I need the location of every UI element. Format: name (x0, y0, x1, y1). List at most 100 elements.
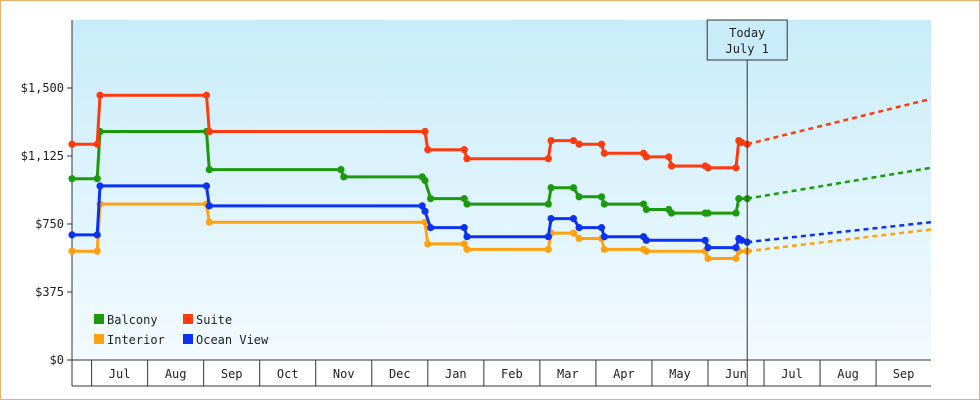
data-point (421, 176, 429, 185)
x-tick-label: Sep (893, 367, 915, 381)
data-point (569, 214, 578, 223)
data-point (205, 218, 213, 226)
today-label: Today (729, 26, 765, 40)
x-tick-label: Mar (557, 367, 579, 381)
data-point (463, 245, 471, 253)
y-tick-label: $1,125 (21, 149, 64, 163)
data-point (642, 247, 650, 255)
series-forecast-line (746, 97, 932, 146)
data-point (704, 164, 712, 172)
data-point (575, 140, 583, 148)
series-forecast-line (747, 228, 932, 253)
plot-area (72, 20, 931, 360)
data-point (575, 224, 583, 232)
data-point (460, 224, 468, 232)
data-point (205, 202, 213, 210)
data-point (547, 136, 555, 145)
data-point (337, 166, 345, 174)
data-point (575, 193, 583, 201)
legend-entry: Ocean View (196, 333, 269, 347)
data-point (544, 233, 552, 241)
today-date: July 1 (726, 42, 769, 56)
data-point (600, 200, 608, 208)
data-point (704, 209, 712, 217)
legend-entry: Interior (107, 333, 165, 347)
data-point (547, 214, 555, 223)
x-tick-label: Sep (221, 367, 243, 381)
x-tick-label: Oct (277, 367, 299, 381)
data-point (418, 202, 426, 210)
x-tick-label: Jun (725, 367, 747, 381)
data-point (544, 200, 552, 208)
data-point (544, 245, 552, 253)
data-point (600, 149, 608, 157)
data-point (68, 175, 76, 183)
data-point (642, 153, 650, 161)
data-point (544, 155, 552, 163)
x-tick-label: Aug (165, 367, 187, 381)
data-point (597, 140, 606, 148)
data-point (732, 243, 740, 252)
data-point (93, 231, 101, 239)
legend-swatch (94, 334, 104, 344)
data-point (424, 240, 432, 248)
data-point (205, 127, 213, 136)
y-tick-label: $0 (50, 353, 64, 367)
data-point (575, 234, 583, 243)
data-point (460, 146, 468, 154)
data-point (421, 207, 429, 215)
data-point (463, 200, 471, 208)
data-point (738, 138, 746, 146)
data-point (96, 182, 104, 190)
data-point (600, 245, 608, 253)
data-point (600, 233, 608, 241)
data-point (667, 162, 676, 170)
data-point (460, 240, 468, 248)
data-point (569, 229, 578, 237)
data-point (93, 175, 101, 183)
data-point (202, 91, 211, 99)
data-point (421, 127, 429, 136)
data-point (704, 254, 712, 263)
x-tick-label: Nov (333, 367, 355, 381)
data-point (427, 195, 435, 203)
legend-swatch (183, 334, 193, 344)
data-point (732, 209, 740, 217)
data-point (205, 166, 213, 174)
axes: $0 $375 $750 $1,125 $1,500 Jul Aug Sep Oct Nov Dec… (21, 20, 931, 387)
data-point (93, 140, 101, 148)
today-box (706, 19, 788, 61)
x-tick-label: Feb (501, 367, 523, 381)
data-point (460, 195, 468, 203)
x-tick-label: Jul (781, 367, 803, 381)
x-tick-label: Aug (837, 367, 859, 381)
x-tick-label: Apr (613, 367, 635, 381)
data-point (642, 236, 650, 244)
data-point (93, 247, 101, 255)
data-point (569, 136, 578, 145)
series-suite (68, 91, 932, 172)
data-point (202, 182, 211, 190)
x-tick-label: Dec (389, 367, 411, 381)
legend-entry: Suite (196, 313, 232, 327)
data-point (732, 254, 740, 263)
data-point (569, 184, 578, 192)
data-point (735, 195, 743, 203)
data-point (463, 233, 471, 241)
data-point (665, 153, 673, 161)
x-tick-label: Jan (445, 367, 467, 381)
data-point (738, 236, 746, 244)
x-tick-label: May (669, 367, 691, 381)
data-point (732, 164, 740, 172)
data-point (701, 236, 709, 244)
series-forecast-line (747, 166, 932, 200)
data-point (68, 231, 76, 239)
legend-swatch (94, 314, 104, 324)
y-tick-label: $750 (35, 217, 64, 231)
data-point (463, 155, 471, 163)
y-tick-label: $1,500 (21, 81, 64, 95)
legend-swatch (183, 314, 193, 324)
data-point (667, 209, 676, 217)
data-point (597, 224, 606, 232)
